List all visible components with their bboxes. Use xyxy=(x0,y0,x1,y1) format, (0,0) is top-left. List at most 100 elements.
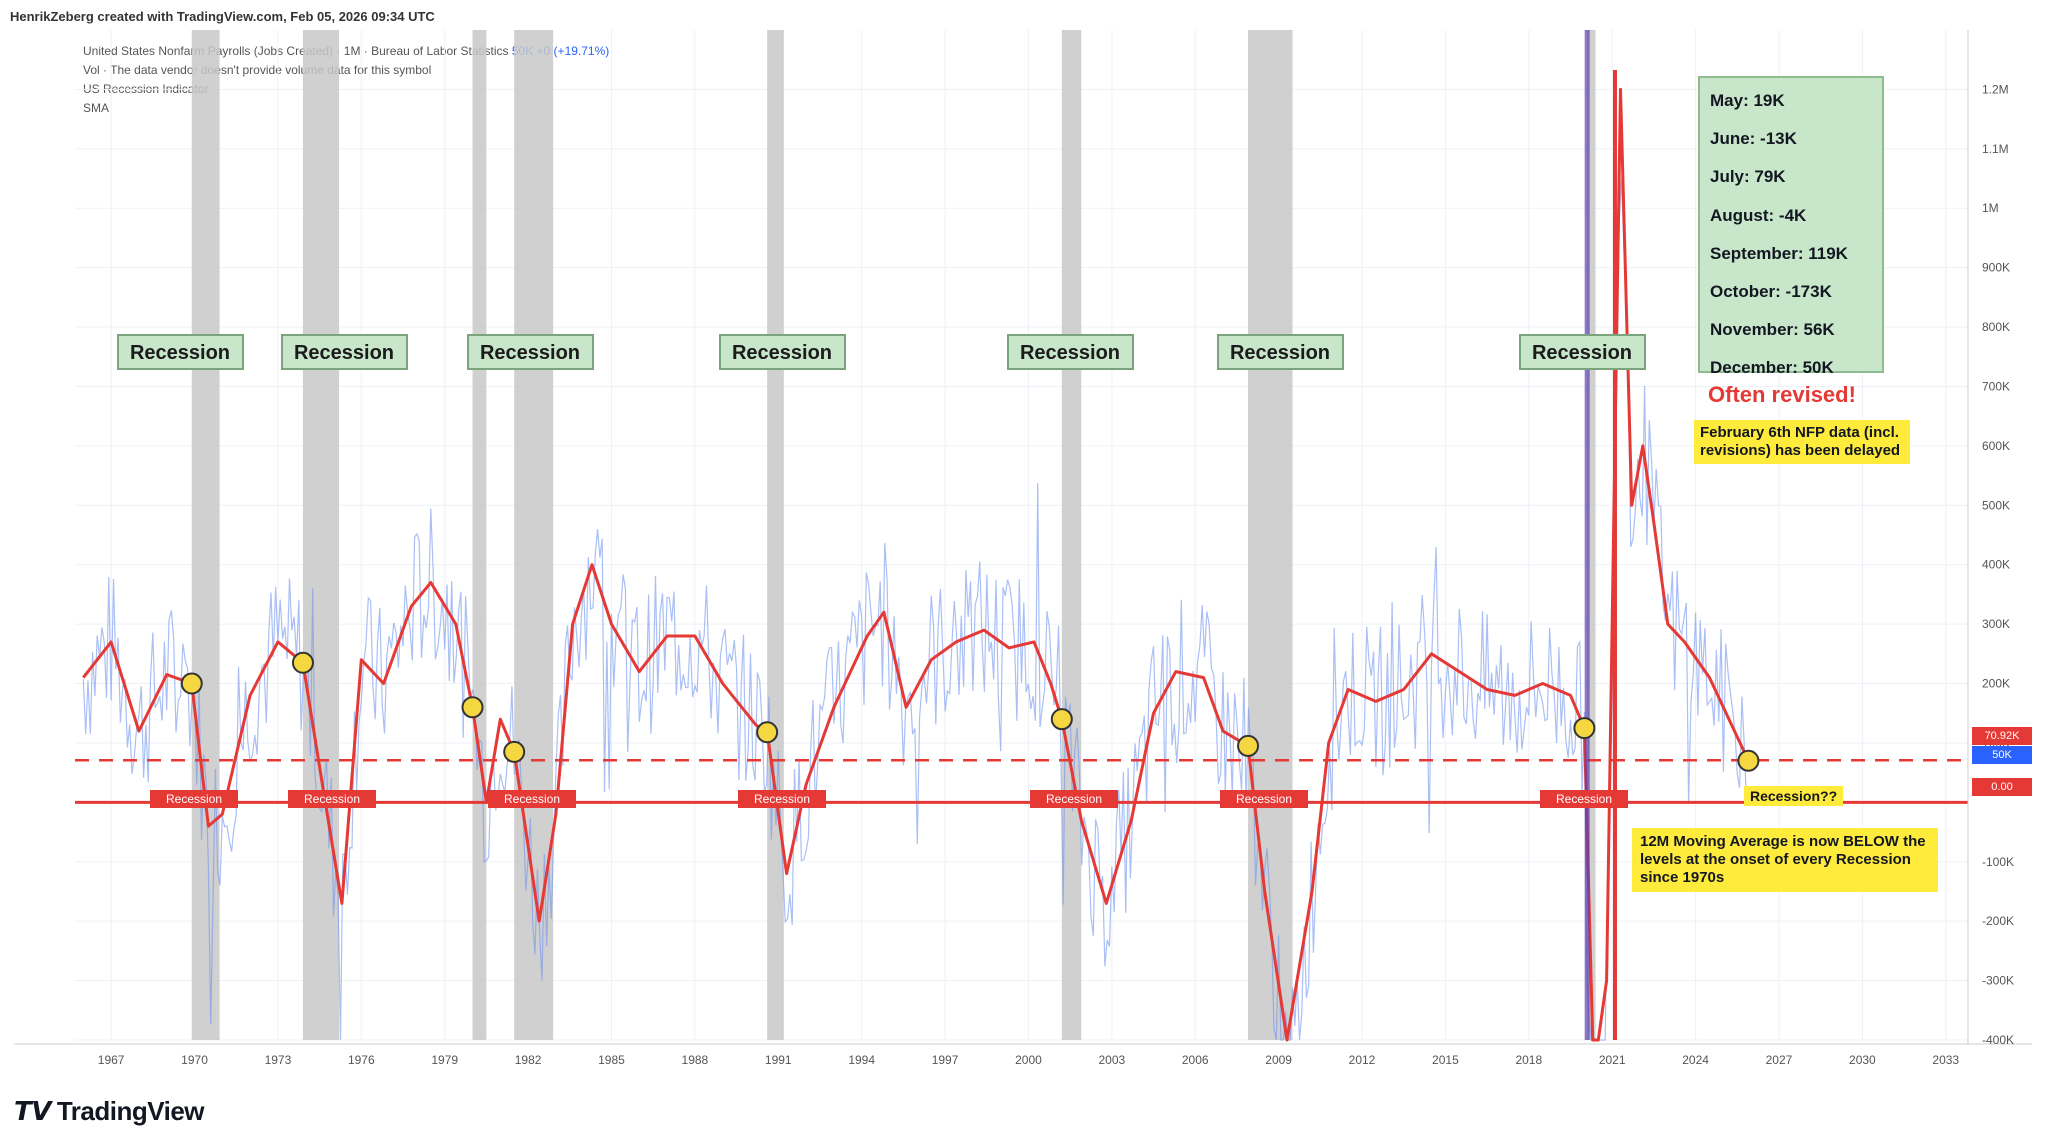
recession-label-box xyxy=(117,334,244,370)
recession-onset-marker xyxy=(291,651,314,674)
recession-label-box xyxy=(719,334,846,370)
x-tick-label: 2024 xyxy=(1682,1053,1709,1067)
y-tick-label: 1.1M xyxy=(1982,142,2009,156)
legend-series-nfp-label: United States Nonfarm Payrolls (Jobs Cre… xyxy=(83,44,509,58)
recession-bottom-label-text: Recession xyxy=(754,792,810,806)
y-tick-label: 400K xyxy=(1982,558,2010,572)
x-tick-label: 2033 xyxy=(1932,1053,1959,1067)
recession-bottom-label-box xyxy=(288,790,376,808)
recession-bottom-label: Recession xyxy=(1540,790,1628,808)
monthly-value-item: July: 79K xyxy=(1710,167,1786,187)
recession-band xyxy=(191,30,220,1040)
recession-bottom-label: Recession xyxy=(288,790,376,808)
x-tick-label: 2021 xyxy=(1599,1053,1626,1067)
recession-bottom-label: Recession xyxy=(488,790,576,808)
x-tick-label: 1976 xyxy=(348,1053,375,1067)
recession-onset-marker xyxy=(1237,734,1260,757)
x-tick-label: 2015 xyxy=(1432,1053,1459,1067)
recession-bottom-label-text: Recession xyxy=(1556,792,1612,806)
recession-band xyxy=(1061,30,1082,1040)
y-tick-label: 800K xyxy=(1982,320,2010,334)
x-tick-label: 1973 xyxy=(265,1053,292,1067)
recession-label-text: Recession xyxy=(732,342,832,364)
recession-label: Recession xyxy=(1007,334,1134,370)
y-tick-label: 500K xyxy=(1982,498,2010,512)
recession-bottom-label-text: Recession xyxy=(1236,792,1292,806)
recession-bottom-label-text: Recession xyxy=(166,792,222,806)
x-tick-label: 1970 xyxy=(181,1053,208,1067)
monthly-value-item: November: 56K xyxy=(1710,320,1835,340)
x-tick-label: 2009 xyxy=(1265,1053,1292,1067)
covid-spike-lines xyxy=(1584,30,1617,1040)
recession-label-box xyxy=(281,334,408,370)
recession-onset-marker xyxy=(756,721,779,744)
x-tick-label: 1979 xyxy=(431,1053,458,1067)
tradingview-logo-text: TradingView xyxy=(56,1096,205,1126)
recession-bottom-label: Recession xyxy=(738,790,826,808)
threshold-lines xyxy=(75,758,1968,804)
price-tag-threshold: 70.92K xyxy=(1972,727,2032,745)
recession-band xyxy=(472,30,487,1040)
recession-label: Recession xyxy=(117,334,244,370)
x-tick-label: 1982 xyxy=(515,1053,542,1067)
recession-label: Recession xyxy=(1519,334,1646,370)
recession-band xyxy=(1587,30,1596,1040)
recession-bottom-label-box xyxy=(488,790,576,808)
recession-onset-marker xyxy=(180,672,203,695)
recession-question-label: Recession?? xyxy=(1744,786,1844,806)
x-tick-label: 1997 xyxy=(932,1053,959,1067)
recession-band xyxy=(767,30,784,1040)
recession-bottom-label-box xyxy=(1540,790,1628,808)
legend-series-sma[interactable]: SMA xyxy=(83,101,110,115)
x-tick-label: 2027 xyxy=(1766,1053,1793,1067)
monthly-value-item: May: 19K xyxy=(1710,91,1785,110)
monthly-value-item: June: -13K xyxy=(1710,129,1797,149)
chart-header: HenrikZeberg created with TradingView.co… xyxy=(10,9,435,24)
x-tick-label: 1988 xyxy=(682,1053,709,1067)
recession-label: Recession xyxy=(281,334,408,370)
y-tick-label: -200K xyxy=(1982,914,2014,928)
recession-bottom-label-box xyxy=(1030,790,1118,808)
recession-onset-marker xyxy=(461,696,484,719)
recession-labels: Recession Recession Recession Recession Rece… xyxy=(117,334,1646,370)
x-tick-label: 2000 xyxy=(1015,1053,1042,1067)
recession-label: Recession xyxy=(467,334,594,370)
recession-bottom-label-box xyxy=(150,790,238,808)
often-revised-note: Often revised! xyxy=(1708,382,1856,407)
recession-label-box xyxy=(467,334,594,370)
recession-onset-markers xyxy=(180,651,1760,772)
price-tag-zero: 0.00 xyxy=(1972,778,2032,796)
y-tick-label: 900K xyxy=(1982,261,2010,275)
recession-band xyxy=(302,30,340,1040)
recession-bottom-label-box xyxy=(738,790,826,808)
recession-bottom-label-text: Recession xyxy=(1046,792,1102,806)
monthly-value-item: December: 50K xyxy=(1710,358,1834,378)
x-tick-label: 2012 xyxy=(1349,1053,1376,1067)
monthly-values-box: May: 19K June: -13K July: 79K August: -4… xyxy=(1698,76,1884,377)
y-tick-label: 1M xyxy=(1982,201,1999,215)
recession-bottom-label-box xyxy=(1220,790,1308,808)
x-tick-label: 1994 xyxy=(848,1053,875,1067)
tradingview-logo[interactable]: 𝙏𝙑 TradingView xyxy=(14,1096,205,1127)
x-tick-label: 1985 xyxy=(598,1053,625,1067)
recession-onset-marker xyxy=(1737,749,1760,772)
recession-onset-marker xyxy=(503,740,526,763)
recession-label-text: Recession xyxy=(130,342,230,364)
x-tick-label: 2006 xyxy=(1182,1053,1209,1067)
monthly-value-item: August: -4K xyxy=(1710,205,1807,225)
x-tick-label: 1967 xyxy=(98,1053,125,1067)
recession-bottom-label: Recession xyxy=(150,790,238,808)
monthly-value-item: October: -173K xyxy=(1710,281,1832,301)
x-tick-label: 2030 xyxy=(1849,1053,1876,1067)
recession-bottom-label: Recession xyxy=(1220,790,1308,808)
tradingview-logo-icon: 𝙏𝙑 xyxy=(14,1097,51,1127)
recession-bottom-label-text: Recession xyxy=(304,792,360,806)
y-tick-label: 200K xyxy=(1982,677,2010,691)
recession-bands xyxy=(191,30,1596,1040)
recession-label-text: Recession xyxy=(480,342,580,364)
recession-onset-marker xyxy=(1050,708,1073,731)
y-tick-label: 300K xyxy=(1982,617,2010,631)
moving-average-note: 12M Moving Average is now BELOW the leve… xyxy=(1632,828,1938,892)
y-tick-label: 700K xyxy=(1982,379,2010,393)
